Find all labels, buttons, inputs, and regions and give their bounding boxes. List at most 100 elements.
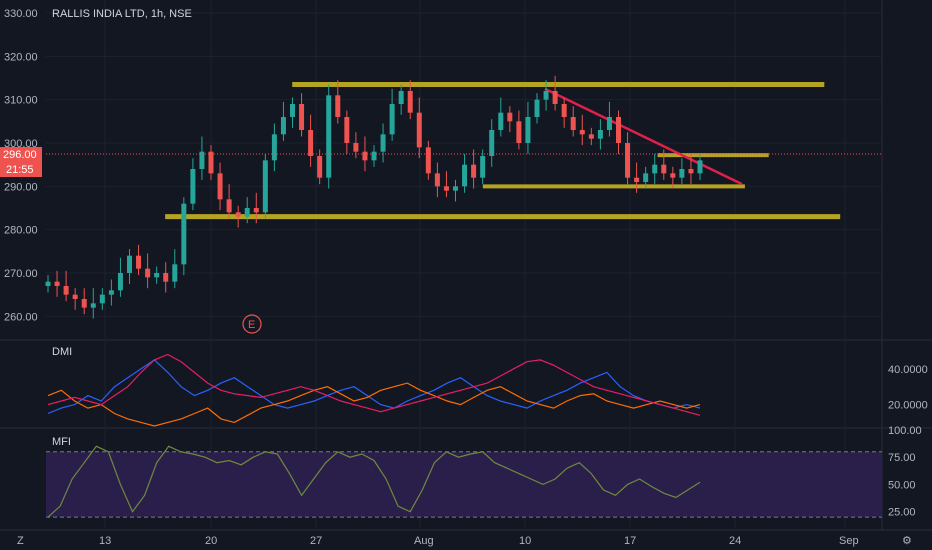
candle-body [371,151,377,161]
candle-body [561,104,567,117]
dmi-tick-label: 40.0000 [888,364,928,376]
price-tick-label: 330.00 [4,8,38,20]
candle-body [507,112,513,122]
candle-body [652,164,658,174]
price-tick-label: 320.00 [4,51,38,63]
price-tag: 296.00 [3,149,37,161]
candle-body [63,286,69,295]
candle-body [579,130,585,135]
mfi-series-line [47,445,701,518]
gear-icon[interactable]: ⚙ [902,535,912,547]
candle-body [516,121,522,143]
candle-body [480,156,486,178]
earnings-marker-label: E [248,319,255,331]
dmi-series-line [47,353,701,416]
candle-body [616,117,621,143]
mfi-band-fill [46,451,882,518]
candle-body [380,134,386,152]
candle-body [163,273,169,282]
candle-body [688,169,694,174]
candle-body [462,164,468,187]
chart-title: RALLIS INDIA LTD, 1h, NSE [52,8,192,20]
x-tick-label: 17 [624,535,636,547]
candle-body [244,208,250,217]
x-tick-label: 13 [99,535,111,547]
candle-body [99,294,105,304]
candle-body [117,273,123,291]
countdown-tag: 21:55 [6,164,34,176]
mfi-line [47,445,701,518]
candle-body [154,273,160,278]
candle-body [199,151,205,169]
grid [0,0,932,531]
candle-body [271,134,277,161]
candle-body [326,95,332,178]
candle-body [661,164,667,174]
candle-body [597,130,603,139]
x-tick-label: 24 [729,535,741,547]
candle-body [90,303,96,308]
mfi-label: MFI [52,436,71,448]
x-tick-label: Sep [839,535,859,547]
candle-body [362,151,368,161]
candle-body [525,117,531,143]
candle-body [489,130,495,156]
candle-body [299,104,305,130]
candle-body [543,91,549,100]
candle-body [353,143,359,152]
mfi-tick-label: 25.00 [888,507,916,519]
candle-body [145,268,151,278]
candle-body [108,290,114,295]
earnings-marker[interactable] [242,314,262,334]
candle-body [471,164,477,178]
price-tick-label: 310.00 [4,95,38,107]
price-tick-label: 270.00 [4,268,38,280]
dmi-lines [47,353,701,427]
x-tick-label: 27 [310,535,322,547]
candle-body [217,173,223,200]
dmi-label: DMI [52,346,72,358]
candle-body [335,95,341,117]
dmi-tick-label: 20.0000 [888,400,928,412]
candle-body [190,169,196,204]
candle-body [643,173,649,182]
candle-body [389,104,395,135]
candle-body [317,156,323,178]
support-resistance-levels [165,82,841,220]
timezone-button[interactable]: Z [17,535,24,547]
mfi-tick-label: 75.00 [888,452,916,464]
x-tick-label: Aug [414,535,434,547]
candle-body [534,99,540,117]
candle-body [136,255,142,269]
mfi-band [46,451,882,518]
candle-body [45,281,51,286]
candle-body [498,112,504,130]
mfi-tick-label: 100.00 [888,425,922,437]
candle-body [81,299,87,308]
candle-body [235,212,241,217]
candle-body [679,169,685,178]
candle-body [54,281,60,286]
dmi-series-line [47,359,701,415]
price-tick-label: 260.00 [4,311,38,323]
candle-body [453,186,458,191]
mfi-tick-label: 50.00 [888,479,916,491]
candle-body [570,117,576,130]
candle-body [625,143,631,178]
candle-body [208,151,214,174]
candle-body [425,147,431,174]
candle-body [226,199,232,213]
candle-body [588,134,594,139]
candle-body [127,255,132,273]
candle-body [72,294,78,299]
candle-body [344,117,350,143]
x-tick-label: 20 [205,535,217,547]
candle-body [697,160,703,174]
candle-body [280,117,286,135]
candle-body [670,173,676,178]
candle-body [634,177,640,182]
candles [45,75,703,319]
candle-body [443,186,449,191]
candle-body [290,104,295,117]
